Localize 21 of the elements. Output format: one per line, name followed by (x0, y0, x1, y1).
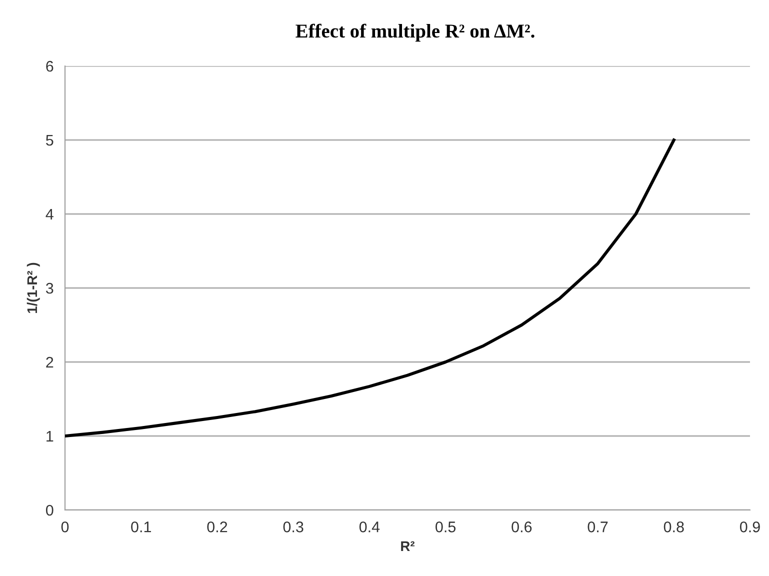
x-tick-label: 0.7 (588, 522, 608, 532)
y-tick-label: 6 (46, 60, 54, 72)
y-tick-label: 3 (46, 282, 54, 294)
x-tick-label: 0.8 (664, 522, 684, 532)
x-tick-label: 0.5 (436, 522, 456, 532)
y-tick-label: 1 (46, 431, 54, 442)
x-tick-label: 0.9 (740, 522, 760, 532)
x-tick-label: 0.2 (207, 522, 228, 532)
chart-title: Effect of multiple R² on ΔM². (296, 24, 534, 42)
y-tick-label: 2 (46, 356, 54, 368)
x-tick-label: 0.1 (131, 522, 151, 532)
x-tick-label: 0 (61, 522, 69, 532)
x-tick-label: 0.4 (359, 522, 380, 532)
y-tick-label: 5 (46, 135, 54, 146)
x-tick-label: 0.3 (283, 522, 304, 532)
y-tick-label: 0 (46, 504, 54, 516)
x-tick-label: 0.6 (512, 522, 532, 532)
line-series (65, 138, 676, 438)
y-axis-title: 1/(1-R² ) (26, 262, 40, 313)
y-tick-label: 4 (46, 209, 54, 220)
x-axis-title: R² (401, 541, 415, 551)
